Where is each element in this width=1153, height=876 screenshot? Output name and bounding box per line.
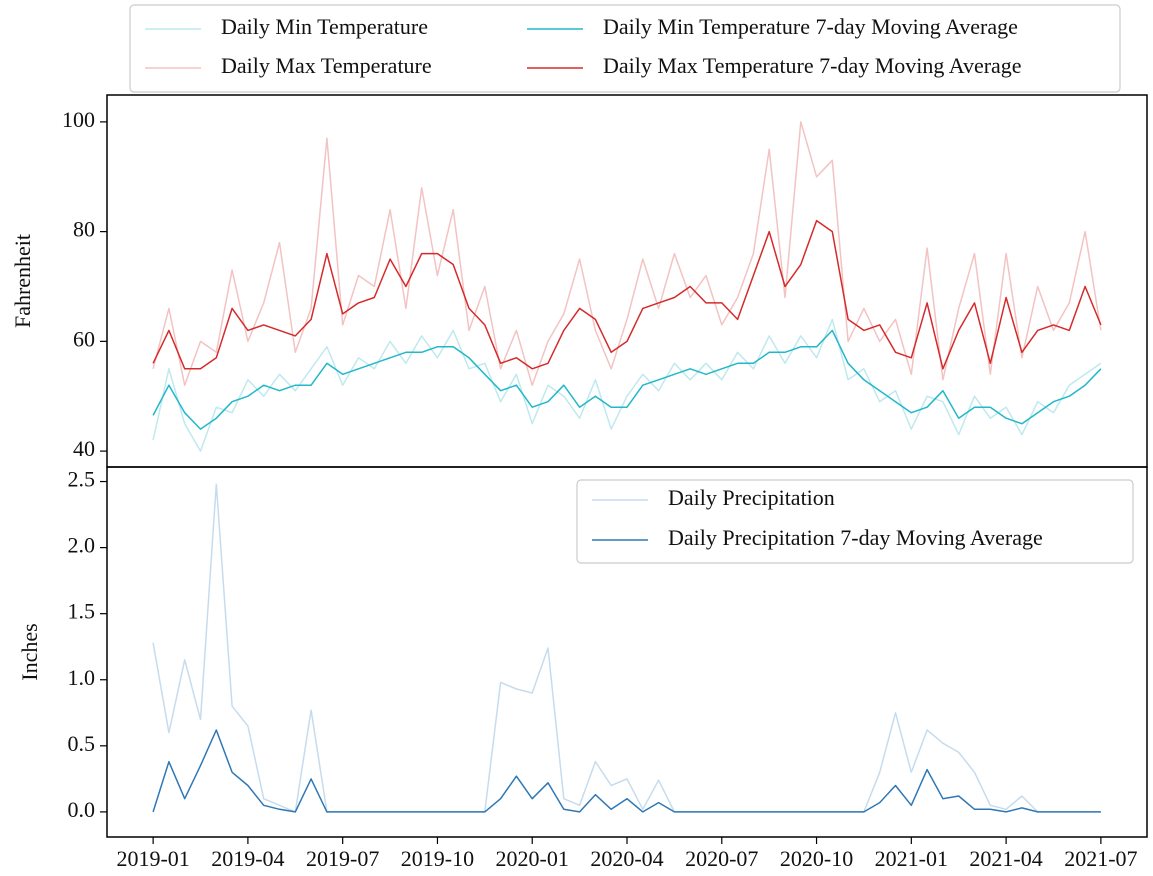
y-tick-label: 1.0 bbox=[68, 665, 96, 690]
y-axis-label: Fahrenheit bbox=[10, 234, 35, 328]
y-tick-label: 0.0 bbox=[68, 797, 96, 822]
legend-label: Daily Min Temperature 7-day Moving Avera… bbox=[603, 14, 1018, 39]
series-line bbox=[152, 729, 1101, 813]
x-tick-label: 2021-07 bbox=[1064, 846, 1137, 871]
x-tick-label: 2021-01 bbox=[875, 846, 948, 871]
x-tick-label: 2019-04 bbox=[211, 846, 284, 871]
y-axis-label: Inches bbox=[17, 623, 42, 680]
legend-label: Daily Min Temperature bbox=[221, 14, 428, 39]
series-line bbox=[152, 483, 1101, 813]
legend-label: Daily Max Temperature bbox=[221, 53, 432, 78]
series-line bbox=[152, 329, 1102, 430]
plot-frame bbox=[106, 466, 1148, 838]
y-tick-label: 2.5 bbox=[68, 467, 96, 492]
x-tick-label: 2020-07 bbox=[685, 846, 758, 871]
x-tick-label: 2020-10 bbox=[780, 846, 853, 871]
legend-label: Daily Precipitation bbox=[668, 485, 835, 510]
y-tick-label: 1.5 bbox=[68, 599, 96, 624]
legend-label: Daily Max Temperature 7-day Moving Avera… bbox=[603, 53, 1022, 78]
x-tick-label: 2019-10 bbox=[401, 846, 474, 871]
legend-box bbox=[576, 479, 1134, 564]
y-tick-label: 40 bbox=[73, 436, 95, 461]
legend-label: Daily Precipitation 7-day Moving Average bbox=[668, 525, 1043, 550]
x-tick-label: 2019-07 bbox=[306, 846, 379, 871]
plot-frame bbox=[106, 94, 1148, 468]
x-tick-label: 2020-01 bbox=[496, 846, 569, 871]
y-tick-label: 2.0 bbox=[68, 533, 96, 558]
x-tick-label: 2021-04 bbox=[969, 846, 1042, 871]
series-line bbox=[152, 219, 1102, 370]
x-tick-label: 2019-01 bbox=[116, 846, 189, 871]
x-tick-label: 2020-04 bbox=[590, 846, 663, 871]
series-line bbox=[152, 121, 1102, 386]
series-line bbox=[152, 318, 1102, 452]
y-tick-label: 60 bbox=[73, 326, 95, 351]
y-tick-label: 80 bbox=[73, 217, 95, 242]
legend-box bbox=[129, 4, 1121, 93]
y-tick-label: 0.5 bbox=[68, 731, 96, 756]
y-tick-label: 100 bbox=[62, 107, 95, 132]
